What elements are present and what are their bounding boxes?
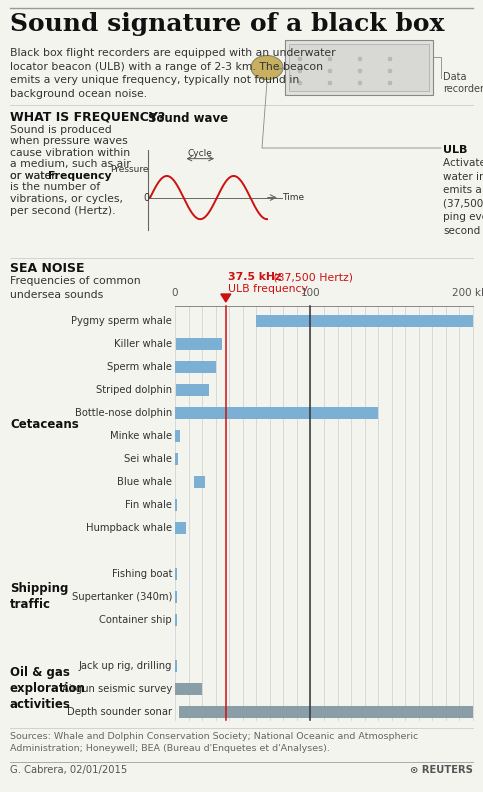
Text: or water.: or water. (10, 171, 62, 181)
Text: Time: Time (282, 193, 304, 202)
Text: per second (Hertz).: per second (Hertz). (10, 205, 115, 215)
Ellipse shape (251, 55, 283, 79)
Circle shape (328, 57, 332, 61)
FancyBboxPatch shape (175, 522, 186, 534)
Text: Pygmy sperm whale: Pygmy sperm whale (71, 316, 172, 326)
Text: SEA NOISE: SEA NOISE (10, 262, 85, 275)
Circle shape (358, 57, 362, 61)
Text: Black box flight recorders are equipped with an underwater
locator beacon (ULB) : Black box flight recorders are equipped … (10, 48, 336, 99)
Text: Bottle-nose dolphin: Bottle-nose dolphin (75, 408, 172, 418)
Text: 37.5 kHz: 37.5 kHz (228, 272, 281, 282)
Circle shape (328, 69, 332, 73)
Circle shape (358, 81, 362, 85)
Text: is the number of: is the number of (10, 182, 100, 192)
Circle shape (298, 57, 302, 61)
Text: Data
recorder: Data recorder (443, 72, 483, 93)
Text: Minke whale: Minke whale (110, 431, 172, 441)
Circle shape (388, 69, 392, 73)
FancyBboxPatch shape (175, 499, 176, 511)
Circle shape (298, 69, 302, 73)
Text: or water.: or water. (10, 171, 62, 181)
FancyBboxPatch shape (175, 453, 178, 465)
Text: Depth sounder sonar: Depth sounder sonar (67, 707, 172, 717)
Text: Frequencies of common
undersea sounds: Frequencies of common undersea sounds (10, 276, 141, 299)
Text: Sources: Whale and Dolphin Conservation Society; National Oceanic and Atmospheri: Sources: Whale and Dolphin Conservation … (10, 732, 418, 753)
Text: Sound signature of a black box: Sound signature of a black box (10, 12, 444, 36)
FancyBboxPatch shape (194, 476, 205, 488)
Text: Pressure: Pressure (111, 165, 149, 174)
Polygon shape (221, 294, 231, 302)
Text: Sperm whale: Sperm whale (107, 362, 172, 372)
Text: Cycle: Cycle (188, 149, 213, 158)
Text: Container ship: Container ship (99, 615, 172, 625)
Text: Humpback whale: Humpback whale (86, 523, 172, 533)
Text: Sei whale: Sei whale (124, 454, 172, 464)
Text: Fin whale: Fin whale (125, 500, 172, 510)
Text: Jack up rig, drilling: Jack up rig, drilling (79, 661, 172, 671)
Text: 100: 100 (300, 288, 320, 298)
Text: ULB: ULB (443, 145, 468, 155)
Text: Activated by
water immersion;
emits a 37.5 kHz
(37,500 Hertz)
ping every
second: Activated by water immersion; emits a 37… (443, 158, 483, 236)
FancyBboxPatch shape (176, 338, 222, 350)
Text: 0: 0 (172, 288, 178, 298)
Text: Sound is produced: Sound is produced (10, 125, 112, 135)
Text: Striped dolphin: Striped dolphin (96, 385, 172, 395)
FancyBboxPatch shape (289, 44, 429, 91)
Circle shape (328, 81, 332, 85)
FancyBboxPatch shape (176, 384, 209, 396)
Text: 200 kHz: 200 kHz (452, 288, 483, 298)
FancyBboxPatch shape (175, 361, 215, 373)
FancyBboxPatch shape (175, 591, 176, 603)
FancyBboxPatch shape (175, 660, 176, 672)
Text: when pressure waves: when pressure waves (10, 136, 128, 147)
Text: G. Cabrera, 02/01/2015: G. Cabrera, 02/01/2015 (10, 765, 127, 775)
FancyBboxPatch shape (175, 683, 202, 695)
FancyBboxPatch shape (175, 568, 177, 580)
Text: ULB frequency: ULB frequency (228, 284, 308, 294)
FancyBboxPatch shape (175, 614, 176, 626)
FancyBboxPatch shape (256, 315, 473, 327)
Text: cause vibration within: cause vibration within (10, 148, 130, 158)
Text: vibrations, or cycles,: vibrations, or cycles, (10, 194, 123, 204)
FancyBboxPatch shape (285, 40, 433, 95)
Text: ⊙ REUTERS: ⊙ REUTERS (410, 765, 473, 775)
Circle shape (358, 69, 362, 73)
Text: WHAT IS FREQUENCY?: WHAT IS FREQUENCY? (10, 110, 165, 123)
Text: Shipping
traffic: Shipping traffic (10, 582, 69, 611)
Circle shape (388, 57, 392, 61)
Text: Killer whale: Killer whale (114, 339, 172, 349)
Text: 0: 0 (143, 192, 149, 203)
Text: Oil & gas
exploration
activities: Oil & gas exploration activities (10, 666, 86, 711)
Text: (37,500 Hertz): (37,500 Hertz) (270, 272, 353, 282)
Text: Blue whale: Blue whale (117, 477, 172, 487)
Text: Fishing boat: Fishing boat (112, 569, 172, 579)
Text: Airgun seismic survey: Airgun seismic survey (62, 684, 172, 694)
Text: Cetaceans: Cetaceans (10, 418, 79, 431)
Circle shape (298, 81, 302, 85)
Text: a medium, such as air: a medium, such as air (10, 159, 131, 169)
FancyBboxPatch shape (179, 706, 473, 718)
Circle shape (388, 81, 392, 85)
FancyBboxPatch shape (175, 430, 181, 442)
Text: Frequency: Frequency (48, 171, 112, 181)
Text: Supertanker (340m): Supertanker (340m) (71, 592, 172, 602)
FancyBboxPatch shape (175, 407, 378, 419)
Text: Sound wave: Sound wave (148, 112, 228, 125)
